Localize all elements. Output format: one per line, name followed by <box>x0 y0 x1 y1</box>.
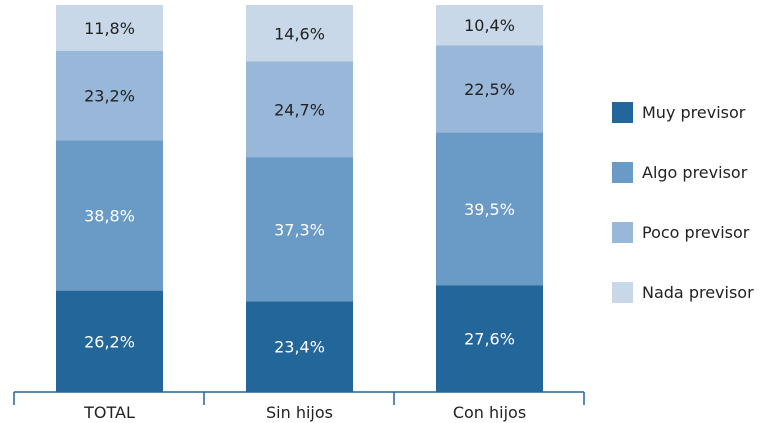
data-label: 11,8% <box>84 19 135 38</box>
data-label: 39,5% <box>464 200 515 219</box>
legend-label: Muy previsor <box>642 102 746 122</box>
data-label: 37,3% <box>274 220 325 239</box>
bar-segment <box>246 5 353 62</box>
legend-item: Nada previsor <box>612 280 754 304</box>
bar-segment <box>436 285 543 392</box>
data-label: 14,6% <box>274 24 325 43</box>
legend-item: Poco previsor <box>612 220 754 244</box>
legend-item: Muy previsor <box>612 100 754 124</box>
legend: Muy previsor Algo previsor Poco previsor… <box>612 100 754 340</box>
legend-label: Nada previsor <box>642 282 754 302</box>
legend-label: Poco previsor <box>642 222 750 242</box>
category-label: Sin hijos <box>266 403 333 422</box>
legend-swatch-algo-previsor <box>612 161 633 183</box>
bar-segment <box>56 290 163 392</box>
legend-swatch-nada-previsor <box>612 281 633 303</box>
bar-segment <box>436 5 543 46</box>
data-label: 10,4% <box>464 16 515 35</box>
bar-segment <box>246 301 353 392</box>
x-axis: TOTAL Sin hijos Con hijos <box>13 391 585 422</box>
bar-segment <box>56 50 163 141</box>
data-label: 22,5% <box>464 80 515 99</box>
bar-segment <box>436 132 543 286</box>
bar-segment <box>56 140 163 291</box>
data-label: 23,2% <box>84 87 135 106</box>
bar-segment <box>56 5 163 51</box>
data-label: 23,4% <box>274 338 325 357</box>
category-label: TOTAL <box>83 403 135 422</box>
legend-swatch-muy-previsor <box>612 101 633 123</box>
category-label: Con hijos <box>453 403 526 422</box>
data-label: 26,2% <box>84 332 135 351</box>
bar-segment <box>246 61 353 158</box>
legend-swatch-poco-previsor <box>612 221 633 243</box>
legend-item: Algo previsor <box>612 160 754 184</box>
data-label: 38,8% <box>84 207 135 226</box>
data-label: 27,6% <box>464 330 515 349</box>
bars-layer: 26,2% 38,8% 23,2% 11,8% 23,4% 37,3% 24,7% 14,6%… <box>56 5 543 392</box>
data-label: 24,7% <box>274 100 325 119</box>
legend-label: Algo previsor <box>642 162 748 182</box>
bar-segment <box>436 45 543 133</box>
bar-segment <box>246 157 353 302</box>
